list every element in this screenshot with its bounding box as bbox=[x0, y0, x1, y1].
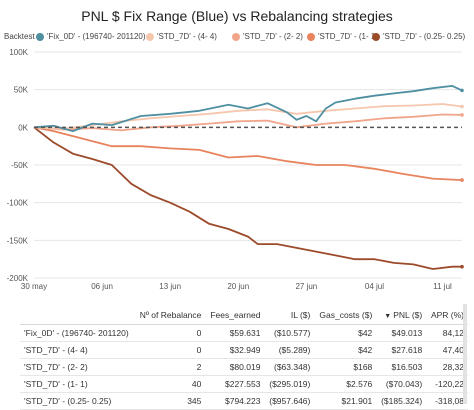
x-tick-label: 04 jul bbox=[365, 282, 384, 291]
legend-swatch bbox=[307, 32, 315, 41]
x-tick-label: 13 jun bbox=[159, 282, 181, 291]
table-cell-name: 'STD_7D' - (2- 2) bbox=[20, 358, 135, 376]
sort-desc-icon: ▼ bbox=[384, 312, 392, 320]
table-header-pnl[interactable]: ▼ PNL ($) bbox=[376, 304, 427, 325]
table-cell-gas: $21.901 bbox=[314, 392, 377, 410]
table-header-rebalance[interactable]: Nº of Rebalance bbox=[134, 304, 206, 325]
x-tick-label: 20 jun bbox=[227, 282, 249, 291]
backtest-table: Nº of Rebalance Fees_earned IL ($) Gas_c… bbox=[20, 304, 468, 410]
table-cell-fees: $80.019 bbox=[205, 358, 265, 376]
legend-item[interactable]: 'STD_7D' - (2- 2) bbox=[232, 32, 303, 41]
series-line[interactable] bbox=[33, 126, 463, 181]
table-header-gas[interactable]: Gas_costs ($) bbox=[314, 304, 377, 325]
table-cell-gas: $42 bbox=[314, 341, 377, 359]
table-scrollbar[interactable] bbox=[463, 304, 467, 404]
table-header-pnl-label: PNL ($) bbox=[393, 309, 423, 320]
table-cell-fees: $32.949 bbox=[205, 341, 265, 359]
legend-item[interactable]: 'STD_7D' - (4- 4) bbox=[146, 32, 217, 41]
legend-item[interactable]: 'STD_7D' - (0.25- 0.25) bbox=[372, 32, 465, 41]
table-cell-fees: $794.223 bbox=[205, 392, 265, 410]
series-line[interactable] bbox=[33, 113, 463, 132]
series-endpoint bbox=[460, 264, 464, 269]
x-tick-label: 11 jul bbox=[433, 282, 452, 291]
legend-label: 'STD_7D' - (4- 4) bbox=[157, 32, 217, 41]
table-cell-rebalance: 0 bbox=[134, 324, 206, 342]
chart-title: PNL $ Fix Range (Blue) vs Rebalancing st… bbox=[81, 8, 393, 24]
table-cell-rebalance: 0 bbox=[134, 341, 206, 359]
table-cell-fees: $59.631 bbox=[205, 324, 265, 342]
series-line[interactable] bbox=[33, 85, 463, 132]
table-cell-pnl: ($70.043) bbox=[376, 375, 427, 393]
table-cell-rebalance: 40 bbox=[134, 375, 206, 393]
table-cell-rebalance: 2 bbox=[134, 358, 206, 376]
series-endpoint bbox=[460, 113, 464, 117]
x-tick-label: 27 jun bbox=[295, 282, 317, 291]
legend-label: 'Fix_0D' - (196740- 201120) bbox=[47, 32, 146, 41]
legend-label: 'STD_7D' - (2- 2) bbox=[243, 32, 303, 41]
table-cell-fees: $227.553 bbox=[205, 375, 265, 393]
table-cell-name: 'STD_7D' - (0.25- 0.25) bbox=[20, 392, 135, 410]
table-header-il[interactable]: IL ($) bbox=[264, 304, 315, 325]
table-cell-pnl: $16.503 bbox=[376, 358, 427, 376]
table-cell-apr: 47,40 bbox=[426, 341, 468, 359]
legend: Backtest 'Fix_0D' - (196740- 201120) 'STD… bbox=[4, 32, 472, 46]
table-cell-il: ($63.348) bbox=[264, 358, 315, 376]
legend-swatch bbox=[146, 32, 154, 41]
table-cell-pnl: $49.013 bbox=[376, 324, 427, 342]
table-row[interactable]: 'STD_7D' - (2- 2) 2 $80.019 ($63.348) $168 $1… bbox=[20, 358, 468, 376]
y-tick-label: 50K bbox=[14, 86, 29, 95]
table-cell-name: 'STD_7D' - (4- 4) bbox=[20, 341, 135, 359]
x-tick-label: 30 may bbox=[21, 282, 47, 291]
legend-swatch bbox=[232, 32, 240, 41]
table-cell-pnl: ($185.324) bbox=[376, 392, 427, 410]
table-cell-gas: $42 bbox=[314, 324, 377, 342]
series-endpoint bbox=[460, 88, 464, 93]
series-endpoint bbox=[460, 178, 464, 182]
table-cell-il: ($5.289) bbox=[264, 341, 315, 359]
y-tick-label: 100K bbox=[9, 48, 28, 57]
table-cell-gas: $2.576 bbox=[314, 375, 377, 393]
table-cell-il: ($957.646) bbox=[264, 392, 315, 410]
legend-item[interactable]: 'Fix_0D' - (196740- 201120) bbox=[36, 32, 146, 41]
table-cell-apr: -318,08 bbox=[426, 392, 468, 410]
table-cell-pnl: $27.618 bbox=[376, 341, 427, 359]
table-cell-name: 'STD_7D' - (1- 1) bbox=[20, 375, 135, 393]
y-tick-label: -100K bbox=[7, 199, 29, 208]
legend-swatch bbox=[372, 32, 380, 41]
y-tick-label: -200K bbox=[7, 274, 29, 283]
legend-title: Backtest bbox=[4, 32, 35, 41]
y-tick-label: -150K bbox=[7, 236, 29, 245]
table-cell-rebalance: 345 bbox=[134, 392, 206, 410]
table-header-name bbox=[20, 304, 135, 325]
y-tick-label: 0K bbox=[18, 123, 28, 132]
table-cell-gas: $168 bbox=[314, 358, 377, 376]
legend-swatch bbox=[36, 32, 44, 41]
table-row[interactable]: 'STD_7D' - (0.25- 0.25) 345 $794.223 ($957.… bbox=[20, 392, 468, 410]
table-row[interactable]: 'Fix_0D' - (196740- 201120) 0 $59.631 ($10.… bbox=[20, 324, 468, 342]
table-cell-il: ($295.019) bbox=[264, 375, 315, 393]
x-tick-label: 06 jun bbox=[91, 282, 113, 291]
table-cell-apr: -120,22 bbox=[426, 375, 468, 393]
series-line[interactable] bbox=[33, 103, 463, 130]
legend-label: 'STD_7D' - (1- 1) bbox=[318, 32, 378, 41]
y-tick-label: -50K bbox=[11, 161, 29, 170]
table-cell-apr: 84,12 bbox=[426, 324, 468, 342]
table-row[interactable]: 'STD_7D' - (1- 1) 40 $227.553 ($295.019) $2.… bbox=[20, 375, 468, 393]
table-row[interactable]: 'STD_7D' - (4- 4) 0 $32.949 ($5.289) $42 $27.… bbox=[20, 341, 468, 359]
legend-label: 'STD_7D' - (0.25- 0.25) bbox=[383, 32, 466, 41]
table-header-apr[interactable]: APR (%) bbox=[426, 304, 468, 325]
series-endpoint bbox=[460, 104, 464, 109]
legend-item[interactable]: 'STD_7D' - (1- 1) bbox=[307, 32, 378, 41]
table-cell-il: ($10.577) bbox=[264, 324, 315, 342]
series-line[interactable] bbox=[33, 126, 462, 270]
table-cell-name: 'Fix_0D' - (196740- 201120) bbox=[20, 324, 135, 342]
table-cell-apr: 28,32 bbox=[426, 358, 468, 376]
table-header-row: Nº of Rebalance Fees_earned IL ($) Gas_c… bbox=[20, 304, 468, 325]
table-header-fees[interactable]: Fees_earned bbox=[205, 304, 265, 325]
